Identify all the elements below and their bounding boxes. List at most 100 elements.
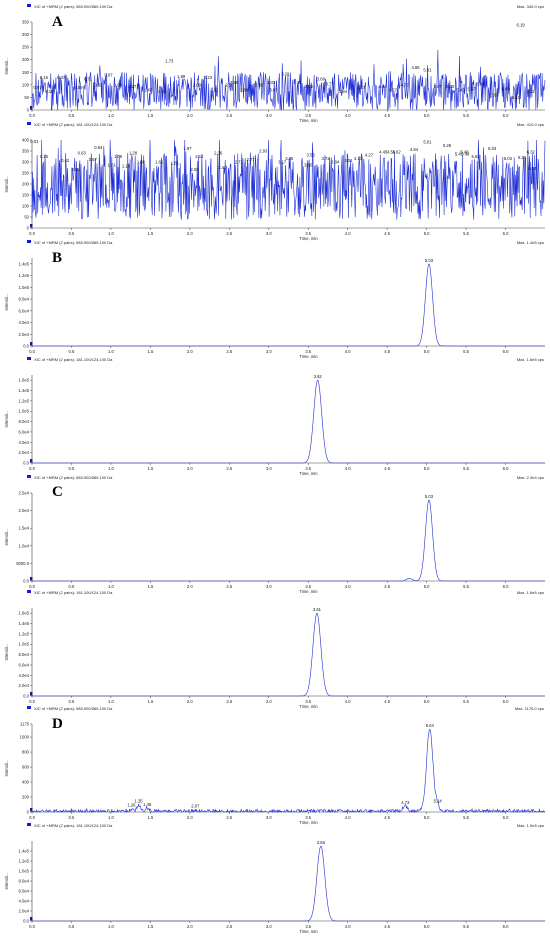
x-tick-label: 2.0 [187, 231, 193, 236]
origin-marker [30, 106, 33, 110]
y-tick-label: 4.0e4 [19, 673, 30, 678]
peak-label: 6.32 [527, 149, 536, 154]
peak-label: 5.01 [423, 68, 432, 73]
x-tick-label: 4.0 [345, 349, 351, 354]
peak-label: 0.59 [74, 85, 83, 90]
y-tick-label: 250 [22, 171, 30, 176]
peak-label: 2.56 [230, 80, 239, 85]
axis-line [31, 724, 545, 813]
y-tick-label: 1175 [20, 722, 30, 727]
x-tick-label: 6.0 [503, 349, 509, 354]
y-tick-label: 1000 [20, 735, 30, 740]
axis-line [31, 375, 545, 464]
peak-label: 0.83 [94, 83, 103, 88]
y-tick-label: 800 [22, 750, 30, 755]
x-tick-label: 1.0 [108, 699, 114, 704]
y-tick-label: 6.0e4 [19, 662, 30, 667]
origin-marker [30, 692, 33, 696]
x-tick-label: 0.5 [69, 113, 75, 118]
panel-7-max: Max. 1175.0 cps [514, 706, 544, 711]
origin-marker [30, 577, 33, 581]
panel-3-header: XIC of +MRM (2 pairs): 583.900/589.100 D… [27, 240, 544, 248]
panel-label-b: B [52, 250, 63, 266]
x-tick-label: 4.0 [345, 231, 351, 236]
x-tick-label: 3.0 [266, 231, 272, 236]
y-tick-label: 0.0 [23, 344, 29, 349]
x-tick-label: 2.0 [187, 815, 193, 820]
panel-6-header: XIC of +MRM (2 pairs): 181.100/124.100 D… [27, 590, 544, 598]
panel-8-title: XIC of +MRM (2 pairs): 181.100/124.100 D… [34, 823, 113, 828]
x-tick-label: 2.5 [226, 924, 232, 929]
x-tick-label: 1.5 [147, 924, 153, 929]
y-axis-label: Intensit... [4, 760, 9, 777]
y-tick-label: 2.0e4 [19, 909, 30, 914]
x-tick-label: 4.5 [384, 815, 390, 820]
axis-line [31, 841, 545, 922]
x-tick-label: 2.5 [226, 815, 232, 820]
peak-label: 3.07 [269, 88, 278, 93]
peak-label: 2.07 [191, 803, 200, 808]
chart-panel-3: 0.0 2.0e4 4.0e4 6.0e4 8.0e4 1.0e5 1.2e5 1.4e5 0.… [4, 258, 545, 359]
x-tick-label: 4.0 [345, 584, 351, 589]
peak-label: 0.15 [40, 154, 49, 159]
panel-4-title: XIC of +MRM (2 pairs): 181.100/124.100 D… [34, 357, 113, 362]
peak-label: 2.31 [210, 88, 219, 93]
peak-label: 2.06 [191, 167, 200, 172]
panel-label-d: D [52, 716, 63, 732]
x-tick-label: 3.0 [266, 584, 272, 589]
x-tick-label: 2.5 [226, 349, 232, 354]
peak-label: 3.66 [317, 840, 326, 845]
peak-label: 4.01 [344, 158, 353, 163]
peak-label: 6.21 [518, 155, 527, 160]
y-tick-label: 600 [22, 765, 30, 770]
x-tick-label: 4.5 [384, 349, 390, 354]
x-tick-label: 5.0 [424, 815, 430, 820]
x-tick-label: 0.5 [69, 584, 75, 589]
panel-3-title: XIC of +MRM (2 pairs): 583.900/589.100 D… [34, 240, 113, 245]
x-tick-label: 5.0 [424, 349, 430, 354]
x-tick-label: 0.0 [29, 466, 35, 471]
y-tick-label: 6.0e4 [19, 429, 30, 434]
chromatogram-trace [31, 49, 546, 112]
peak-label: 2.93 [259, 148, 268, 153]
x-axis-label: Time, min [299, 236, 318, 241]
peak-label: 2.77 [247, 157, 256, 162]
panel-1-header: XIC of +MRM (2 pairs): 583.900/589.100 D… [27, 4, 544, 12]
peak-label: 3.03 [267, 80, 276, 85]
peak-label: 1.73 [165, 59, 174, 64]
peak-label: 4.45 [379, 149, 388, 154]
peak-label: 0.07 [33, 85, 42, 90]
y-tick-label: 2.0e4 [19, 450, 30, 455]
x-tick-label: 1.0 [108, 466, 114, 471]
y-tick-label: 0.0 [23, 579, 29, 584]
peak-label: 1.63 [158, 89, 167, 94]
y-tick-label: 1.0e5 [19, 285, 30, 290]
peak-label: 0.55 [71, 167, 80, 172]
panel-4-header: XIC of +MRM (2 pairs): 181.100/124.100 D… [27, 357, 544, 365]
series-color-icon [27, 706, 31, 709]
origin-marker [30, 224, 33, 228]
peak-label: 3.52 [305, 84, 314, 89]
y-tick-label: 2.0e4 [19, 508, 30, 513]
x-axis-label: Time, min [299, 929, 318, 934]
panel-4-max: Max. 1.6e5 cps [516, 357, 544, 362]
peak-label: 3.62 [314, 374, 323, 379]
peak-label: 6.34 [528, 166, 537, 171]
series-color-icon [27, 475, 31, 478]
peak-label: 1.46 [143, 802, 152, 807]
panel-6-title: XIC of +MRM (2 pairs): 181.100/124.100 D… [34, 590, 113, 595]
x-axis-label: Time, min [299, 354, 318, 359]
x-tick-label: 0.5 [69, 924, 75, 929]
peak-label: 0.42 [61, 158, 70, 163]
axis-line [31, 608, 545, 697]
peak-label: 3.26 [285, 156, 294, 161]
x-tick-label: 3.5 [305, 231, 311, 236]
peak-label: 5.03 [425, 494, 434, 499]
y-axis-label: Intensit... [4, 294, 9, 311]
y-axis-label: Intensit... [4, 529, 9, 546]
peak-label: 0.71 [84, 76, 93, 81]
x-tick-label: 1.0 [108, 815, 114, 820]
peak-label: 0.84 [94, 145, 103, 150]
x-tick-label: 1.5 [147, 113, 153, 118]
x-tick-label: 3.0 [266, 924, 272, 929]
